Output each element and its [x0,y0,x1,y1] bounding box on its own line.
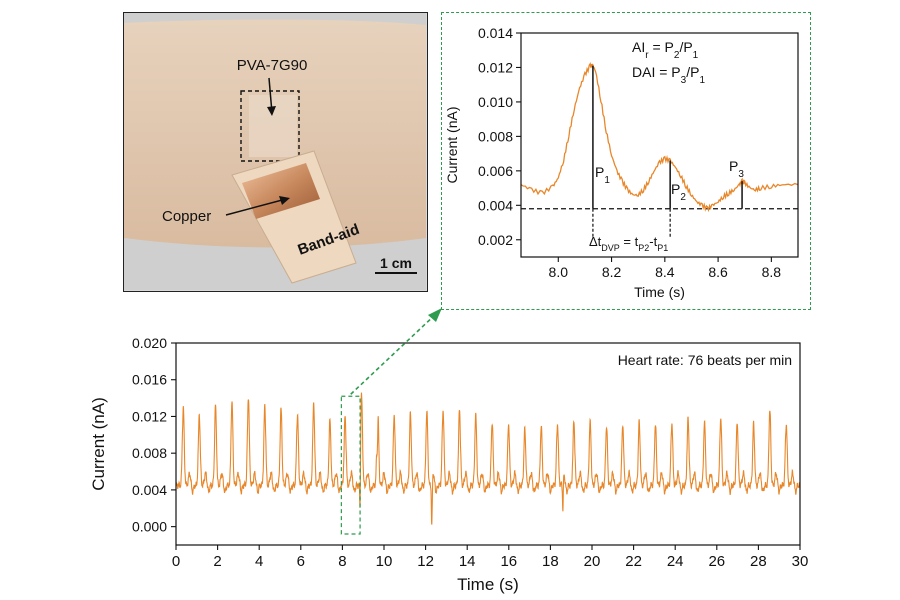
main-y-tick-label: 0.000 [132,519,167,535]
inset-y-tick-label: 0.006 [478,163,513,179]
inset-x-tick-label: 8.2 [602,264,622,280]
zoom-connector-arrow [350,312,438,395]
main-x-axis-label: Time (s) [457,575,519,594]
main-x-tick-label: 2 [213,553,221,570]
annotation-dai: DAI = P3/P1 [632,64,705,86]
inset-y-axis-label: Current (nA) [444,106,460,183]
copper-arrowhead [279,196,290,205]
main-series-line [175,392,801,525]
main-x-tick-label: 30 [792,553,809,570]
main-y-tick-label: 0.004 [132,482,167,498]
inset-annotation-marks [592,65,743,239]
label-copper: Copper [162,208,211,225]
main-y-axis-label: Current (nA) [89,397,108,491]
main-x-tick-label: 10 [376,553,393,570]
main-x-tick-label: 12 [417,553,434,570]
main-y-tick-label: 0.008 [132,445,167,461]
main-x-tick-label: 14 [459,553,476,570]
main-x-tick-label: 18 [542,553,559,570]
pva-arrowhead [267,106,276,116]
main-x-tick-label: 16 [500,553,517,570]
main-x-ticks: 0 2 4 6 8 10 12 14 16 18 20 22 24 26 28 30 [172,545,809,570]
label-p2: P2 [671,181,686,203]
inset-y-tick-label: 0.014 [478,25,513,41]
scale-bar-label: 1 cm [380,255,412,271]
annotation-ai: AIr = P2/P1 [632,39,699,61]
inset-y-tick-label: 0.010 [478,94,513,110]
main-y-tick-label: 0.020 [132,335,167,351]
inset-x-tick-label: 8.8 [762,264,782,280]
label-p3: P3 [729,158,744,180]
main-x-tick-label: 0 [172,553,180,570]
main-x-tick-label: 28 [750,553,767,570]
inset-x-tick-label: 8.6 [708,264,728,280]
main-x-tick-label: 26 [708,553,725,570]
inset-x-tick-label: 8.4 [655,264,675,280]
main-y-tick-label: 0.012 [132,408,167,424]
inset-y-tick-label: 0.012 [478,59,513,75]
zoom-connector-arrowhead [428,308,442,322]
main-x-tick-label: 24 [667,553,684,570]
label-pva: PVA-7G90 [237,57,308,74]
main-x-tick-label: 8 [338,553,346,570]
label-p1: P1 [595,164,610,186]
zoom-window [340,395,361,535]
pva-film [249,95,297,157]
inset-x-tick-label: 8.0 [549,264,569,280]
copper-arrow [225,198,287,216]
photo-illustration: PVA-7G90 Copper Band-aid 1 cm [124,13,426,290]
main-y-tick-label: 0.016 [132,372,167,388]
main-x-tick-label: 4 [255,553,263,570]
heart-rate-annotation: Heart rate: 76 beats per min [618,352,792,368]
inset-axes-box [520,32,799,258]
main-axes-box [175,342,801,546]
inset-y-tick-label: 0.002 [478,232,513,248]
inset-chart: 8.0 8.2 8.4 8.6 8.8 0.002 0.004 0.006 0.008 0.01… [444,25,799,300]
main-chart: 0 2 4 6 8 10 12 14 16 18 20 22 24 26 28 30 0.0000.0040.… [89,308,808,594]
main-x-tick-label: 20 [584,553,601,570]
main-x-tick-label: 6 [297,553,305,570]
inset-y-ticks: 0.002 0.004 0.006 0.008 0.010 0.012 0.014 [478,25,521,248]
main-y-ticks: 0.000 0.004 0.008 0.012 0.016 0.020 [132,335,176,535]
inset-frame [441,12,811,310]
inset-x-ticks: 8.0 8.2 8.4 8.6 8.8 [549,257,782,280]
photo-panel: PVA-7G90 Copper Band-aid 1 cm [123,12,428,292]
main-x-tick-label: 22 [625,553,642,570]
inset-series-line [520,61,799,213]
inset-y-tick-label: 0.008 [478,128,513,144]
inset-y-tick-label: 0.004 [478,197,513,213]
inset-x-axis-label: Time (s) [634,284,685,300]
label-delta-t: ΔtDVP = tP2-tP1 [589,234,668,253]
